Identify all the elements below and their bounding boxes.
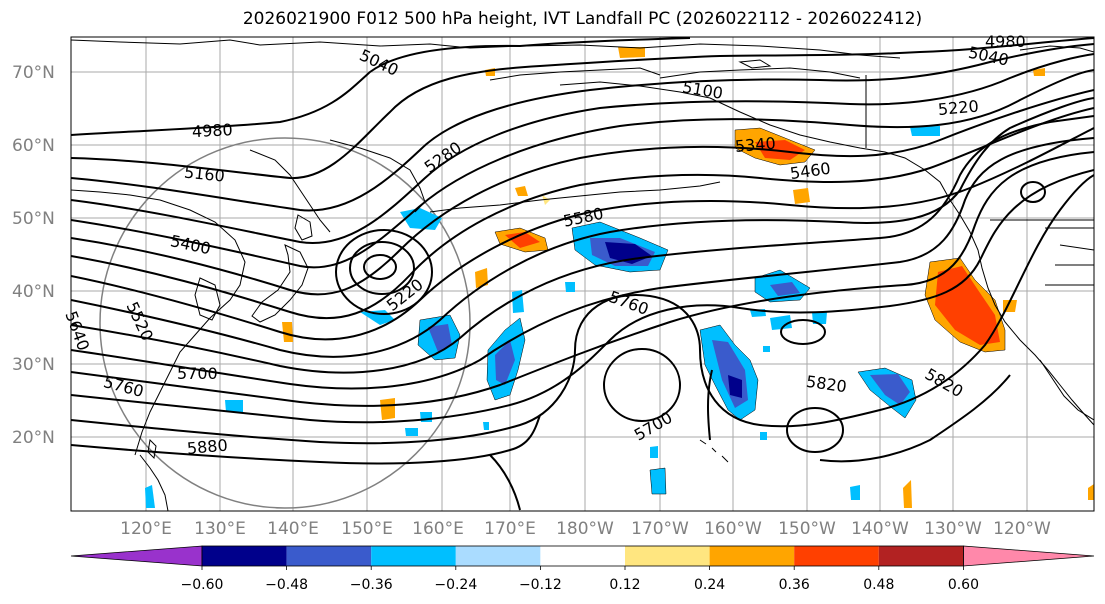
lat-label: 20°N	[12, 428, 55, 448]
lon-label: 140°W	[851, 519, 909, 539]
colorbar-tick: −0.36	[350, 577, 393, 593]
colorbar-tick: 0.12	[609, 577, 640, 593]
colorbar-tick: 0.36	[779, 577, 810, 593]
contour-label: 5700	[177, 364, 218, 383]
lon-label: 180°W	[556, 519, 614, 539]
lat-label: 40°N	[12, 282, 55, 302]
map-title: 2026021900 F012 500 hPa height, IVT Land…	[242, 9, 923, 29]
lon-label: 160°E	[412, 519, 464, 539]
colorbar-segment	[878, 546, 964, 566]
lon-label: 170°E	[484, 519, 536, 539]
lat-label: 70°N	[12, 63, 55, 83]
colorbar-tick: −0.60	[181, 577, 224, 593]
colorbar-tick: −0.48	[265, 577, 308, 593]
colorbar-segment	[286, 546, 372, 566]
colorbar-segment	[371, 546, 456, 566]
colorbar-tick: 0.48	[863, 577, 894, 593]
lat-label: 50°N	[12, 209, 55, 229]
latitude-labels: 70°N 60°N 50°N 40°N 30°N 20°N	[12, 63, 55, 448]
lon-label: 150°W	[778, 519, 836, 539]
colorbar-tick: −0.24	[434, 577, 477, 593]
colorbar-segment	[625, 546, 710, 566]
colorbar-tick: 0.60	[948, 577, 979, 593]
contour-label: 4980	[192, 120, 234, 141]
graticule	[71, 37, 1094, 511]
lon-label: 170°W	[631, 519, 689, 539]
longitude-labels: 120°E 130°E 140°E 150°E 160°E 170°E 180°…	[120, 519, 1051, 539]
lon-label: 160°W	[704, 519, 762, 539]
colorbar-tick: 0.24	[694, 577, 725, 593]
lon-label: 130°W	[924, 519, 982, 539]
contour-label: 5220	[937, 97, 979, 119]
lon-label: 130°E	[194, 519, 246, 539]
contour-label: 5160	[183, 163, 225, 186]
map-area	[71, 37, 1094, 511]
height-contours	[71, 37, 1094, 511]
colorbar-segment	[540, 546, 625, 566]
colorbar-extend-low	[70, 545, 203, 567]
map-frame	[70, 36, 1095, 512]
contour-label: 5880	[186, 436, 228, 458]
colorbar-extend-high	[963, 545, 1095, 567]
colorbar-tick: −0.12	[519, 577, 562, 593]
lat-label: 60°N	[12, 136, 55, 156]
coastlines	[71, 39, 1094, 511]
colorbar-segment	[202, 546, 287, 566]
lon-label: 150°E	[341, 519, 393, 539]
lon-label: 140°E	[267, 519, 319, 539]
contour-label: 5340	[734, 133, 776, 155]
lon-label: 120°E	[120, 519, 172, 539]
colorbar-segment	[455, 546, 541, 566]
colorbar-segment	[794, 546, 879, 566]
lon-label: 120°W	[993, 519, 1051, 539]
landfall-radius-circle	[99, 137, 471, 509]
colorbar: −0.60 −0.48 −0.36 −0.24 −0.12 0.12 0.24 …	[70, 545, 1095, 593]
colorbar-segment	[709, 546, 795, 566]
lat-label: 30°N	[12, 355, 55, 375]
